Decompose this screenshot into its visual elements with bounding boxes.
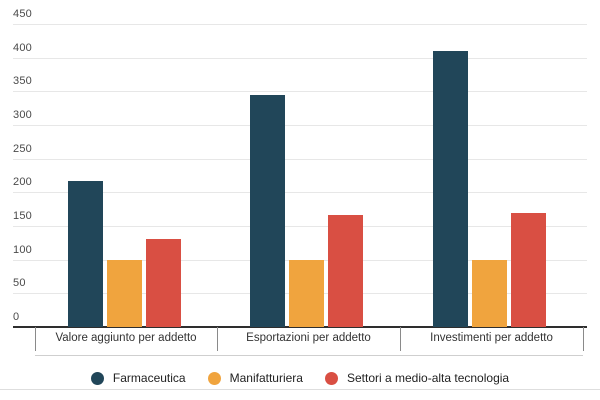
y-axis-tick-label: 200 [13,176,32,189]
legend-label: Manifatturiera [229,371,303,385]
gridline [13,57,587,59]
bar-farmaceutica [67,180,103,327]
bar-manifatturiera [289,259,324,327]
bar-manifatturiera [472,259,507,327]
gridline [13,192,587,194]
legend-item: Farmaceutica [90,371,186,385]
category-separator-tick [35,327,36,351]
legend-dot-icon [90,371,104,385]
legend-dot-icon [207,371,221,385]
bar-farmaceutica [250,94,285,327]
category-label: Investimenti per addetto [430,332,553,344]
category-band-underline [35,355,583,356]
category-separator-tick [583,327,584,351]
x-axis-baseline [13,326,587,328]
bar-farmaceutica [433,50,468,327]
gridline [13,158,587,160]
gridline [13,125,587,126]
category-label: Esportazioni per addetto [246,332,371,344]
y-axis-tick-label: 400 [13,41,32,54]
legend-item: Settori a medio-alta tecnologia [324,371,510,385]
y-axis-tick-label: 50 [13,277,26,290]
legend-item: Manifatturiera [207,371,303,385]
y-axis-tick-label: 0 [13,311,20,323]
category-label: Valore aggiunto per addetto [55,332,197,344]
category-separator-tick [217,327,218,351]
legend-label: Settori a medio-alta tecnologia [346,371,510,385]
chart-legend: Farmaceutica Manifatturiera Settori a medi… [0,368,600,388]
y-axis-tick-label: 300 [13,109,32,121]
y-axis-tick-label: 150 [13,210,32,222]
y-axis-tick-label: 100 [13,243,32,256]
y-axis-tick-label: 250 [13,142,32,155]
legend-dot-icon [324,371,338,385]
y-axis-tick-label: 350 [13,75,32,88]
gridline [13,226,587,227]
y-axis-tick-label: 450 [13,8,32,20]
bar-settori-a-medio-alta-tecnologia [511,212,546,327]
legend-label: Farmaceutica [112,371,186,385]
bar-settori-a-medio-alta-tecnologia [328,214,363,327]
category-separator-tick [400,327,401,351]
bottom-divider-line [0,389,600,390]
gridline [13,24,587,25]
gridline [13,91,587,93]
bar-manifatturiera [106,259,142,327]
bar-settori-a-medio-alta-tecnologia [145,239,181,327]
